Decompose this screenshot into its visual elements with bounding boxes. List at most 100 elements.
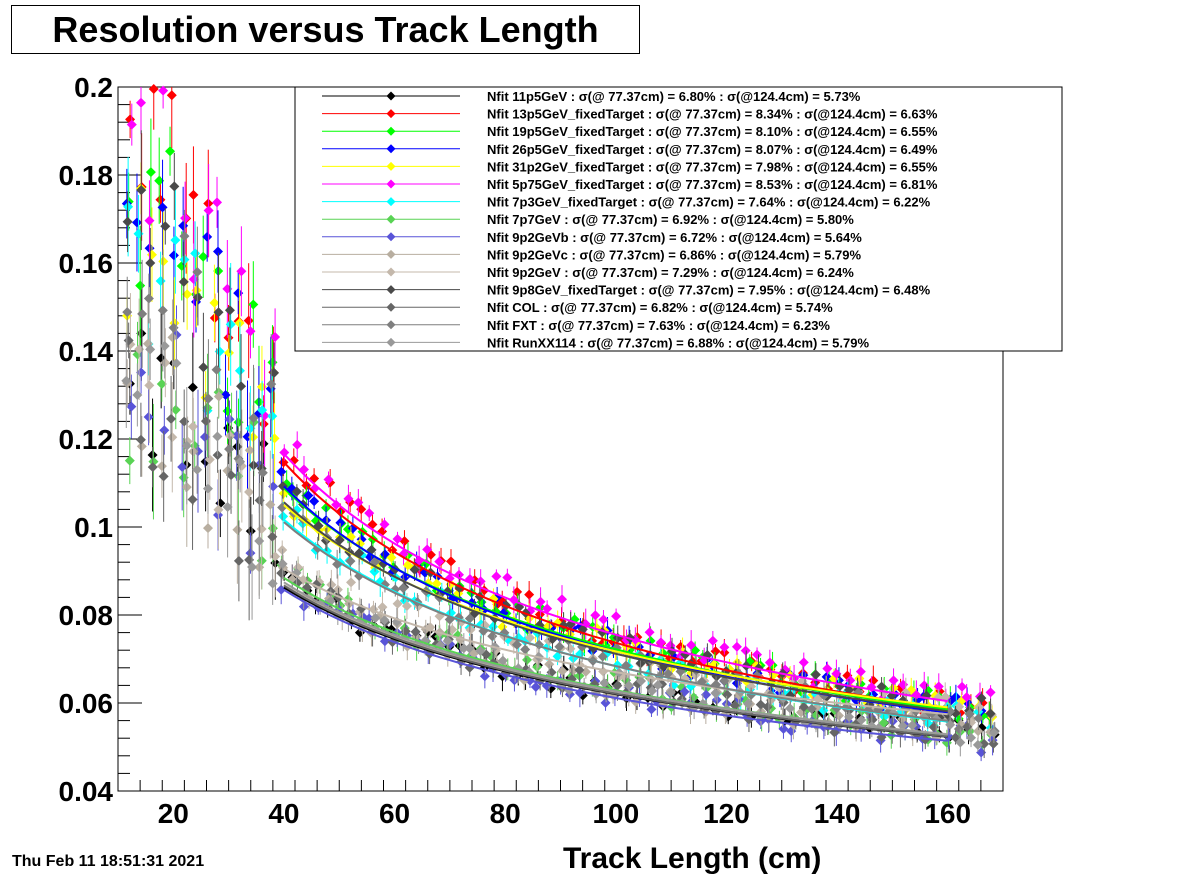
data-point — [652, 680, 663, 691]
data-point — [154, 175, 165, 186]
data-point — [854, 673, 865, 684]
data-point — [202, 231, 213, 242]
data-point — [542, 603, 553, 614]
data-point — [524, 632, 535, 643]
data-point — [203, 205, 214, 216]
data-point — [410, 626, 421, 637]
y-tick-label: 0.2 — [74, 72, 113, 103]
legend-marker — [386, 285, 396, 295]
legend-entry: Nfit 26p5GeV_fixedTarget : σ(@ 77.37cm) … — [322, 142, 938, 157]
legend-marker — [386, 91, 396, 101]
data-point — [961, 692, 972, 703]
fit-curve-12 — [283, 584, 948, 738]
legend-label: Nfit 9p8GeV_fixedTarget : σ(@ 77.37cm) =… — [487, 283, 931, 298]
fit-curve-13 — [283, 521, 948, 722]
x-tick-label: 80 — [490, 798, 521, 829]
data-point — [212, 246, 223, 257]
x-tick-label: 160 — [924, 798, 971, 829]
data-point — [122, 307, 133, 318]
data-point — [144, 215, 155, 226]
data-point — [136, 367, 147, 378]
data-point — [180, 213, 191, 224]
data-point — [647, 685, 658, 696]
data-point — [192, 464, 203, 475]
data-point — [225, 430, 236, 441]
data-point — [364, 508, 375, 519]
data-point — [168, 250, 179, 261]
data-point — [600, 697, 611, 708]
data-point — [392, 598, 403, 609]
legend-marker — [386, 126, 396, 136]
data-point — [254, 536, 265, 547]
data-point — [409, 564, 420, 575]
legend-entry: Nfit 7p3GeV_fixedTarget : σ(@ 77.37cm) =… — [322, 195, 931, 210]
data-point — [422, 544, 433, 555]
y-tick-label: 0.1 — [74, 512, 113, 543]
data-point — [292, 439, 303, 450]
data-point — [855, 666, 866, 677]
data-point — [798, 702, 809, 713]
data-point — [222, 501, 233, 512]
data-point — [157, 305, 168, 316]
data-point — [158, 471, 169, 482]
data-point — [798, 657, 809, 668]
data-point — [988, 738, 999, 749]
data-point — [181, 440, 192, 451]
data-point — [976, 693, 987, 704]
data-point — [686, 640, 697, 651]
x-axis-label: Track Length (cm) — [563, 842, 822, 875]
legend-entry: Nfit 9p2GeV : σ(@ 77.37cm) = 7.29% : σ(@… — [322, 265, 854, 280]
data-point — [511, 639, 522, 650]
data-point — [742, 698, 753, 709]
data-point — [203, 393, 214, 404]
data-point — [170, 235, 181, 246]
data-point — [245, 326, 256, 337]
data-point — [346, 577, 357, 588]
data-point — [167, 332, 178, 343]
fit-curve-5 — [283, 453, 948, 703]
data-point — [646, 704, 657, 715]
data-point — [276, 466, 287, 477]
data-point — [203, 523, 214, 534]
legend-label: Nfit 9p2GeV : σ(@ 77.37cm) = 7.29% : σ(@… — [487, 265, 854, 280]
data-point — [131, 217, 142, 228]
legend-marker — [386, 337, 396, 347]
data-point — [644, 627, 655, 638]
data-point — [182, 289, 193, 300]
data-point — [953, 723, 964, 734]
data-point — [187, 382, 198, 393]
data-point — [335, 517, 346, 528]
data-point — [136, 185, 147, 196]
data-point — [143, 411, 154, 422]
data-point — [598, 614, 609, 625]
data-point — [831, 668, 842, 679]
data-point — [247, 562, 258, 573]
data-point — [214, 346, 225, 357]
data-point — [188, 189, 199, 200]
data-point — [964, 708, 975, 719]
legend-marker — [386, 320, 396, 330]
data-point — [179, 231, 190, 242]
data-point — [267, 411, 278, 422]
legend-entry: Nfit 7p7GeV : σ(@ 77.37cm) = 6.92% : σ(@… — [322, 212, 854, 227]
legend: Nfit 11p5GeV : σ(@ 77.37cm) = 6.80% : σ(… — [294, 86, 1063, 352]
data-point — [125, 339, 136, 350]
data-point — [392, 533, 403, 544]
y-tick-label: 0.14 — [59, 336, 114, 367]
data-point — [326, 579, 337, 590]
y-tick-label: 0.16 — [59, 248, 114, 279]
legend-marker — [386, 179, 396, 189]
data-point — [226, 470, 237, 481]
data-point — [148, 83, 159, 94]
data-point — [464, 643, 475, 654]
data-point — [985, 708, 996, 719]
data-point — [224, 305, 235, 316]
data-point — [524, 589, 535, 600]
legend-entry: Nfit RunXX114 : σ(@ 77.37cm) = 6.88% : σ… — [322, 335, 869, 350]
data-point — [331, 499, 342, 510]
data-point — [126, 119, 137, 130]
legend-label: Nfit 5p75GeV_fixedTarget : σ(@ 77.37cm) … — [487, 177, 938, 192]
data-point — [132, 389, 143, 400]
data-point — [178, 472, 189, 483]
data-point — [568, 665, 579, 676]
